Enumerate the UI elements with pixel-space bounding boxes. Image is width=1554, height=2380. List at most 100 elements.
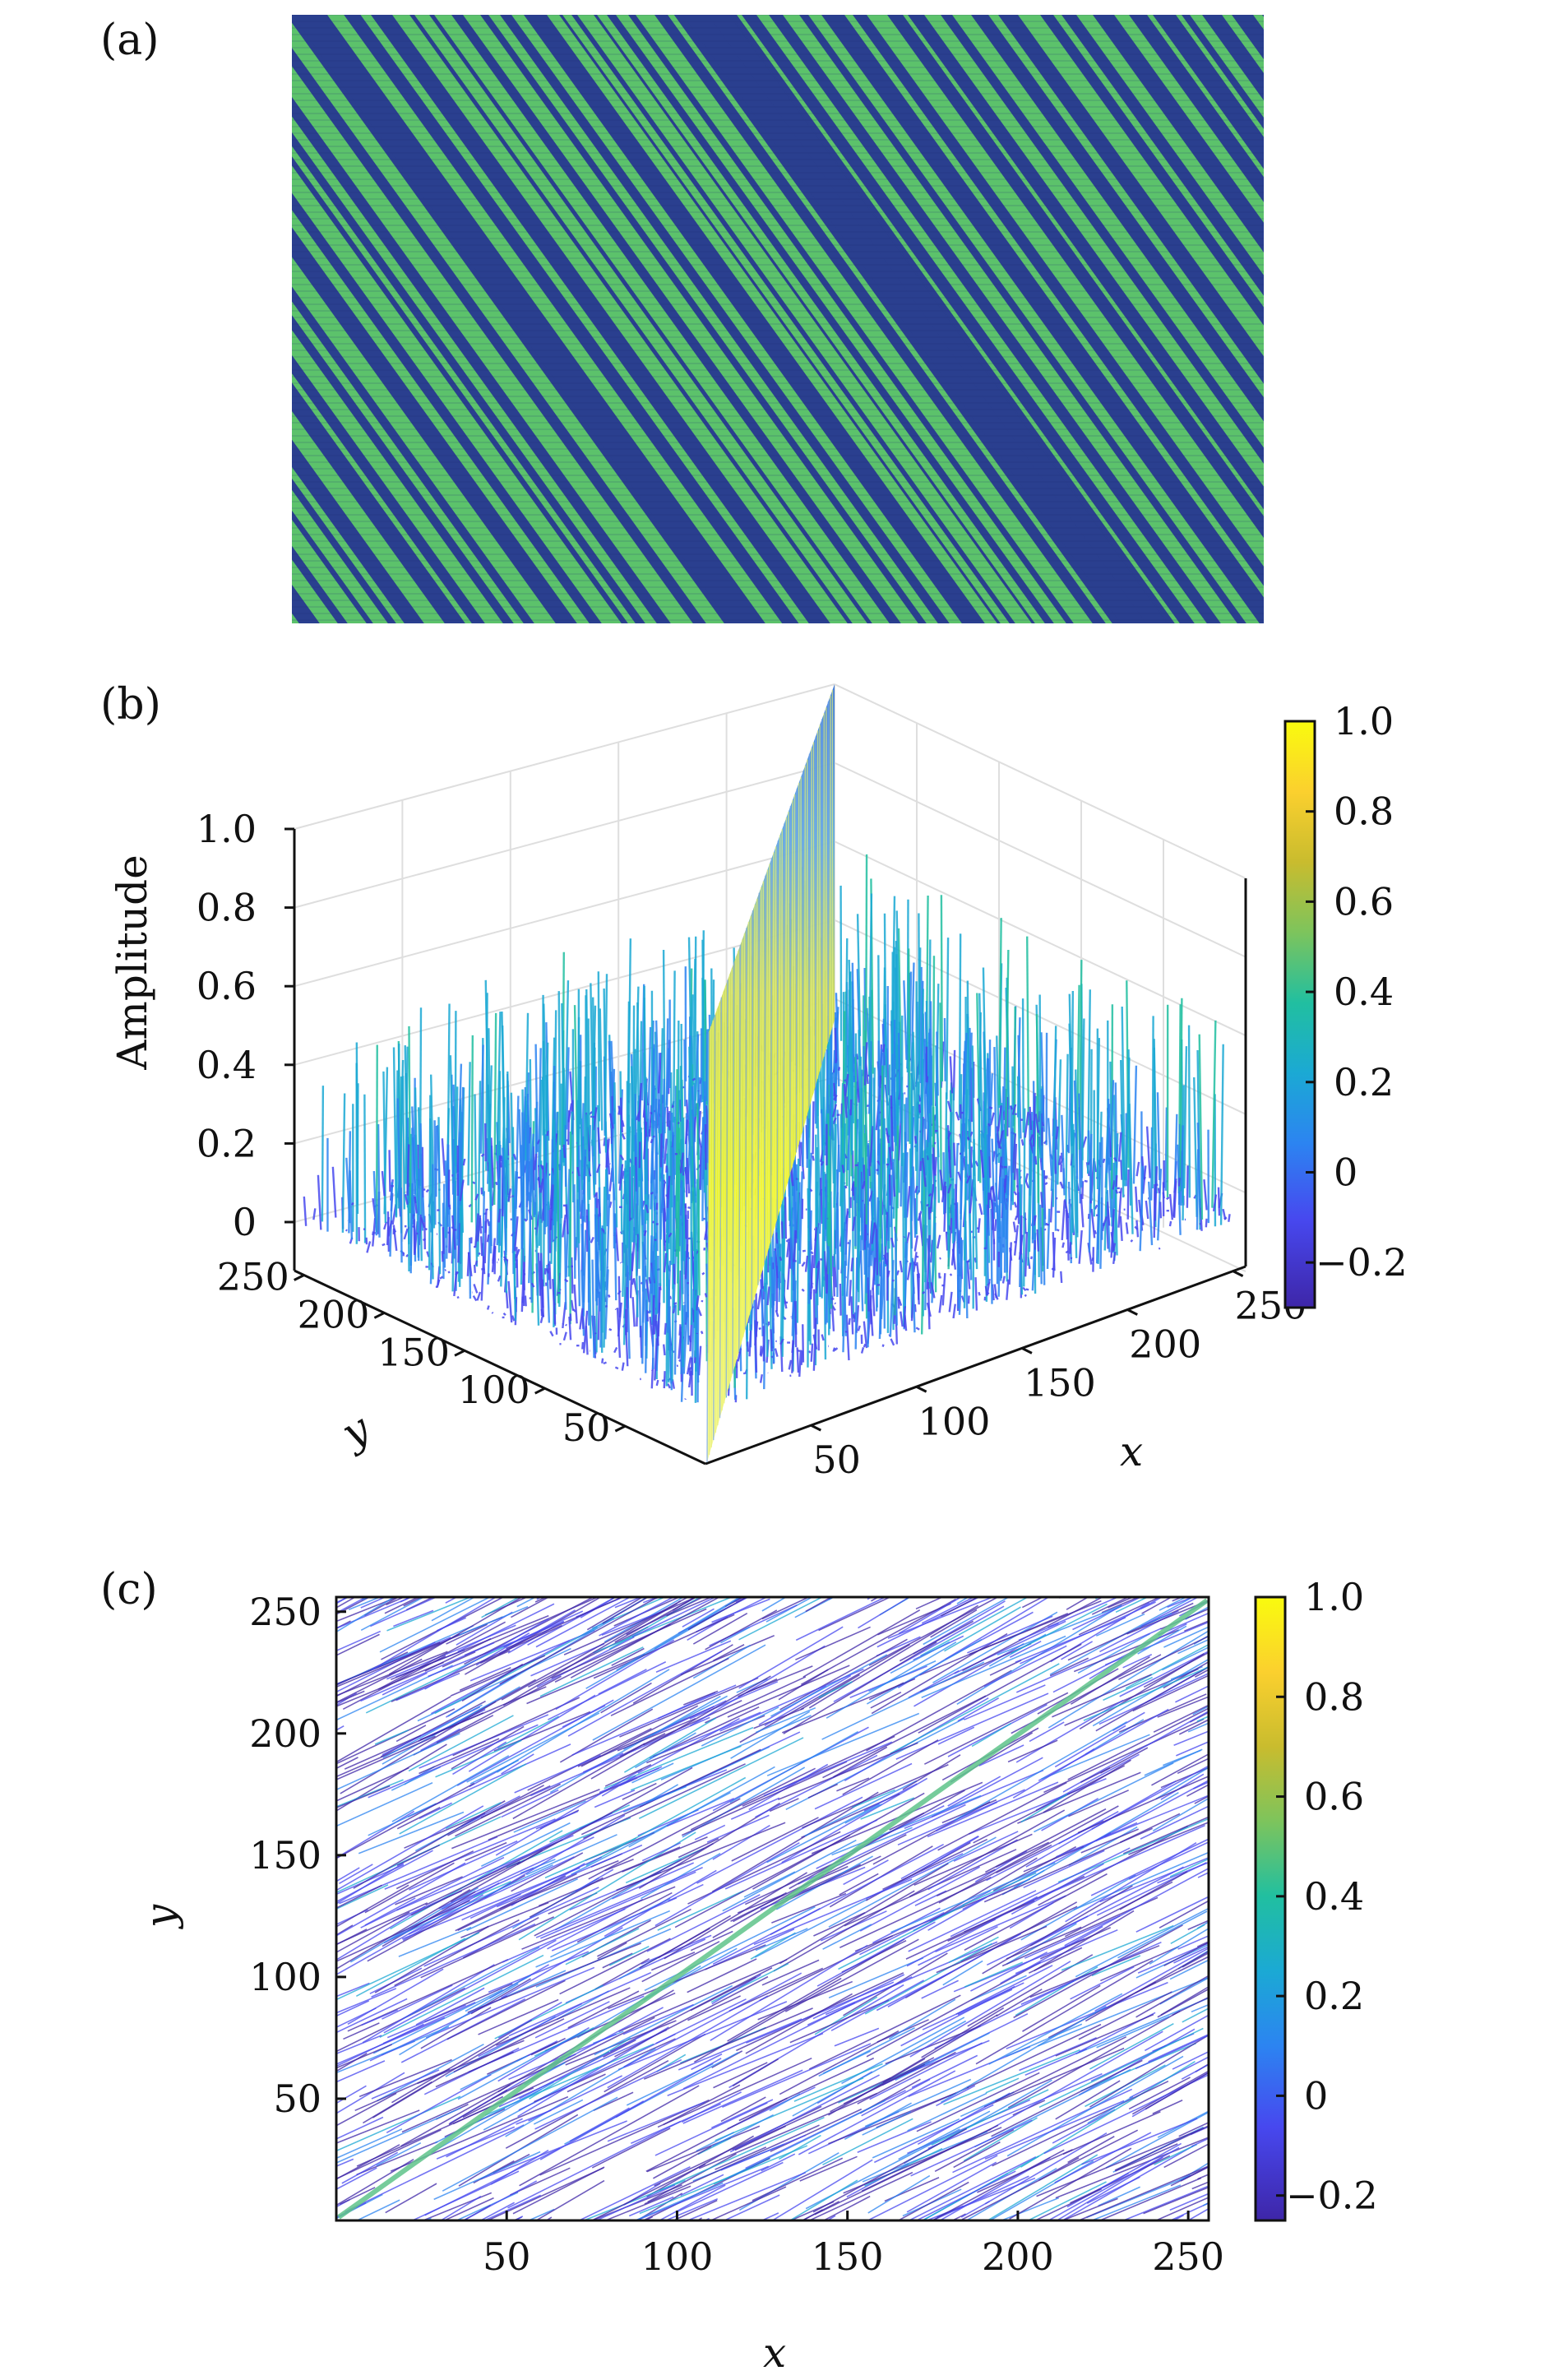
contour-line <box>992 2080 1169 2167</box>
contour-line <box>1157 1988 1209 2018</box>
surface-spike <box>871 1222 876 1244</box>
surface-spike <box>1094 1229 1098 1234</box>
contour-line <box>336 1757 358 1770</box>
contour-line <box>433 2151 541 2201</box>
x-tick-mark <box>1232 1270 1244 1277</box>
surface-spike <box>939 1169 945 1196</box>
contour-line <box>382 1672 428 1696</box>
contour-line <box>1193 1781 1209 1790</box>
surface-spike <box>696 1103 701 1296</box>
contour-line <box>761 2153 796 2172</box>
contour-line <box>1100 1946 1180 1982</box>
surface-spike <box>1017 1035 1022 1139</box>
heatmap-stripe <box>292 116 657 623</box>
surface-spike <box>691 1086 696 1203</box>
surface-spike <box>953 1142 956 1166</box>
contour-line <box>655 1998 747 2044</box>
contour-line <box>732 2058 779 2087</box>
contour-line <box>417 2040 525 2085</box>
heatmap-stripe <box>292 467 405 623</box>
surface-spike <box>905 1232 910 1243</box>
contour-line <box>1089 2184 1182 2220</box>
contour-line <box>1009 2147 1132 2220</box>
surface-spike <box>999 1165 1004 1169</box>
contour-line <box>384 1597 420 1614</box>
contour-line <box>408 1715 514 1772</box>
surface-spike <box>1148 1181 1154 1246</box>
contour-line <box>783 1641 937 1734</box>
contour-line <box>844 1804 882 1824</box>
contour-line <box>1089 2034 1209 2108</box>
contour-line <box>450 1655 546 1697</box>
contour-line <box>533 2099 584 2125</box>
contour-line <box>1061 1486 1240 1588</box>
contour-line <box>752 2157 844 2202</box>
contour-line <box>336 1661 444 1707</box>
contour-line <box>1105 2111 1209 2169</box>
contour-line <box>828 1836 997 1928</box>
contour-line <box>390 1864 553 1940</box>
contour-line <box>1163 1660 1209 1689</box>
contour-x-tick-label: 200 <box>982 2234 1054 2279</box>
contour-line <box>336 1725 345 1731</box>
surface-spike <box>622 1165 628 1345</box>
contour-line <box>604 1726 754 1790</box>
surface-spike <box>512 1153 517 1160</box>
contour-line <box>382 1686 520 1765</box>
contour-line <box>694 1824 726 1841</box>
surface-spike <box>377 1123 381 1238</box>
surface-spike <box>387 1220 393 1237</box>
contour-line <box>681 1761 848 1836</box>
surface-spike <box>969 1032 973 1132</box>
surface-spike <box>655 1379 659 1387</box>
contour-line <box>501 1753 534 1775</box>
surface-spike <box>349 1170 354 1240</box>
contour-line <box>276 1784 306 1800</box>
contour-line <box>982 1885 1133 1975</box>
contour-line <box>907 2092 987 2132</box>
surface-spike <box>400 1188 403 1263</box>
contour-line <box>647 2153 737 2203</box>
surface-spike <box>807 1210 812 1304</box>
surface-spike <box>505 1290 509 1308</box>
contour-line <box>834 2027 880 2047</box>
contour-line <box>812 1974 905 2020</box>
contour-line <box>915 1597 944 1610</box>
contour-line <box>382 1704 483 1759</box>
contour-line <box>1055 2013 1154 2057</box>
surface-spike <box>1013 1143 1018 1180</box>
surface-spike <box>869 1126 874 1167</box>
surface-spike <box>807 1189 810 1368</box>
contour-line <box>789 2201 835 2220</box>
surface-spike <box>705 1029 709 1101</box>
contour-line <box>678 1837 719 1859</box>
surface-spike <box>824 1179 828 1242</box>
contour-line <box>1095 1666 1209 1732</box>
contour-line <box>1118 1635 1209 1680</box>
surface-spike <box>704 1293 708 1298</box>
contour-line <box>336 1743 447 1812</box>
contour-line <box>604 2033 706 2093</box>
surface-spike <box>1004 950 1010 1139</box>
contour-line <box>519 2027 658 2100</box>
contour-line <box>1035 1753 1140 1812</box>
contour-line <box>445 1597 458 1604</box>
contour-line <box>513 1800 586 1833</box>
contour-line <box>563 1597 698 1655</box>
peak-wall-line <box>757 892 760 1285</box>
surface-spike <box>663 1371 666 1389</box>
surface-spike <box>952 1303 956 1319</box>
contour-line <box>356 2141 438 2176</box>
contour-line <box>899 1620 974 1662</box>
surface-spike <box>687 1206 691 1209</box>
contour-line <box>843 2127 1002 2194</box>
contour-line <box>633 2182 724 2220</box>
contour-line <box>336 1884 382 1910</box>
surface-spike <box>657 1052 663 1094</box>
contour-line <box>770 1547 864 1590</box>
contour-line <box>663 2084 741 2126</box>
contour-line <box>728 1967 824 2012</box>
contour-line <box>1122 1654 1153 1669</box>
contour-line <box>1137 1625 1187 1655</box>
surface-spike <box>671 1231 675 1382</box>
